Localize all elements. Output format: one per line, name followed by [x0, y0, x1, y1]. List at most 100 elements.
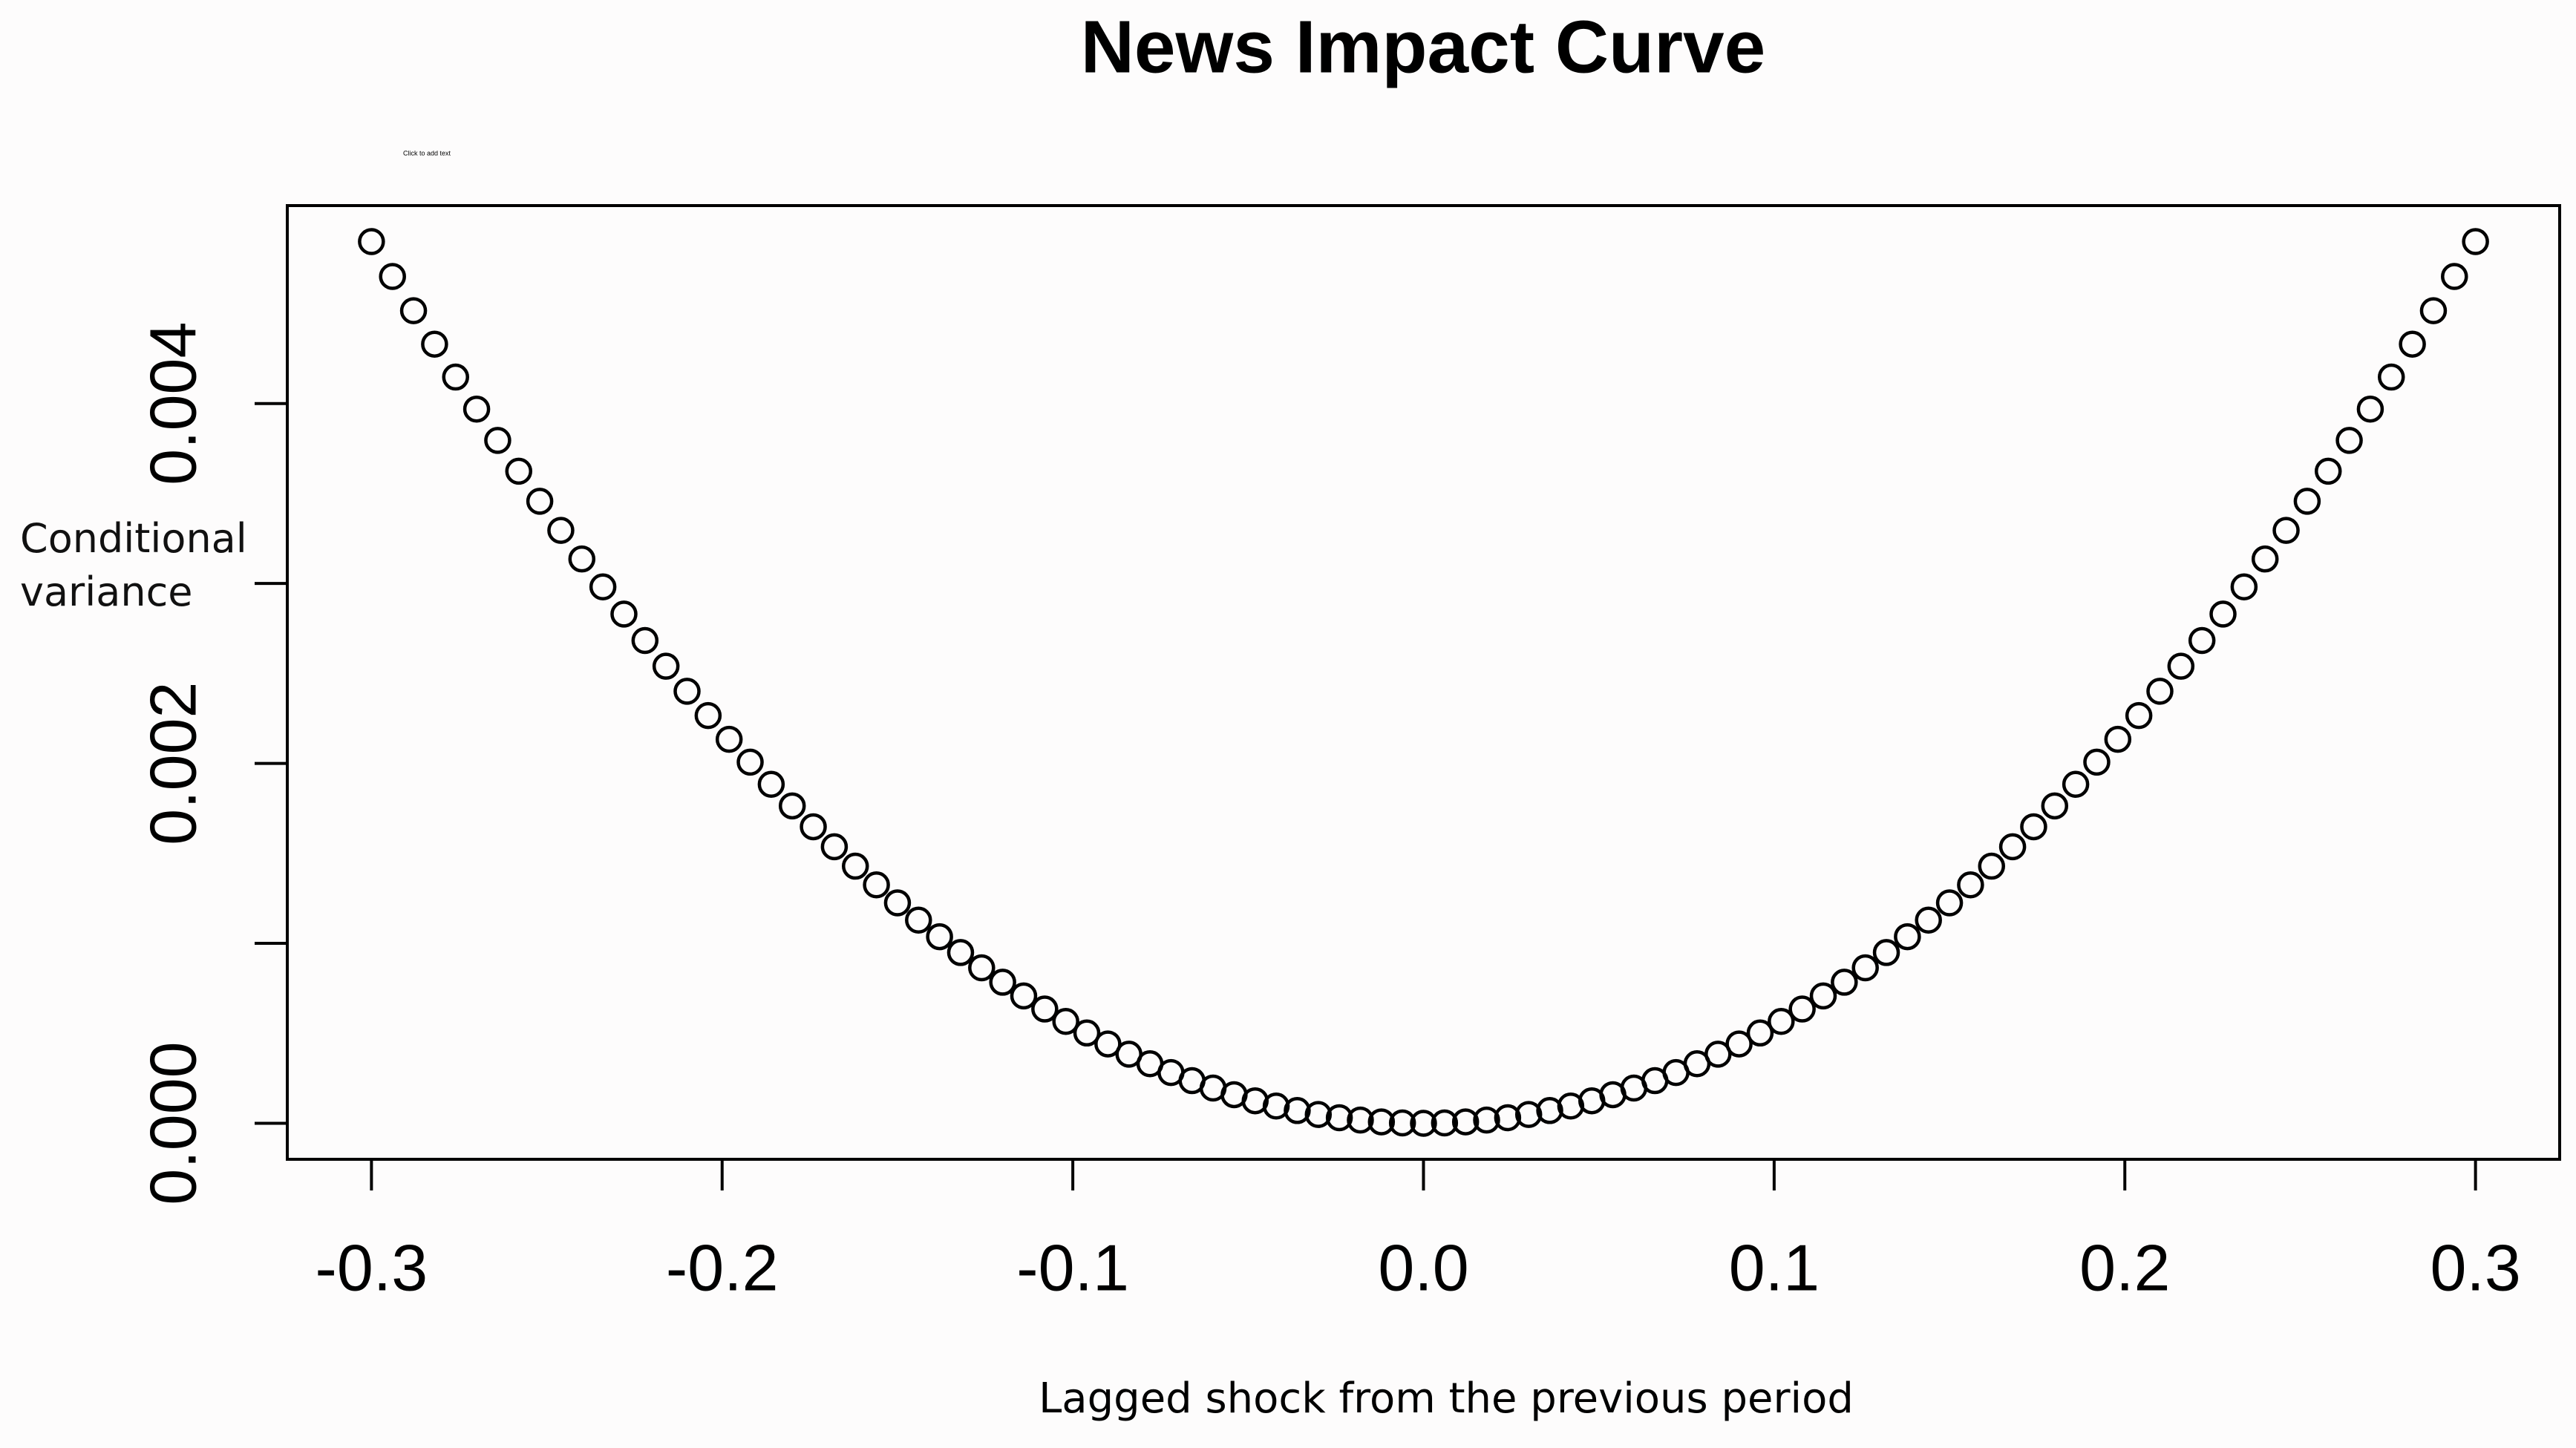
plot-frame	[286, 204, 2561, 1161]
x-tick-label: -0.1	[1016, 1231, 1129, 1304]
point	[800, 813, 827, 841]
point	[1367, 1108, 1396, 1136]
point	[1473, 1106, 1500, 1134]
point	[2251, 545, 2279, 573]
point	[2441, 263, 2468, 290]
point	[1325, 1104, 1353, 1132]
point	[399, 297, 428, 324]
point	[1872, 939, 1900, 966]
point	[1431, 1109, 1459, 1137]
point	[947, 939, 975, 966]
x-tick-label: 0.3	[2430, 1231, 2520, 1304]
point	[1894, 923, 1921, 951]
point	[1514, 1101, 1543, 1128]
y-tick-label: 0.004	[136, 322, 209, 485]
point	[694, 701, 722, 730]
x-tick-label: 0.0	[1378, 1231, 1468, 1304]
y-tick-label: 0.000	[136, 1041, 209, 1205]
point	[989, 969, 1016, 996]
point	[2020, 813, 2047, 841]
point	[673, 678, 701, 705]
point	[2272, 517, 2300, 544]
point	[421, 330, 448, 358]
point	[2125, 701, 2153, 730]
x-tick-label: -0.3	[316, 1231, 428, 1304]
point	[1410, 1110, 1437, 1137]
x-axis-label: Lagged shock from the previous period	[1039, 1375, 1854, 1423]
point	[2293, 488, 2321, 515]
point	[1494, 1104, 1522, 1132]
point	[2209, 600, 2237, 628]
point	[2335, 427, 2363, 454]
point	[863, 871, 890, 899]
x-tick-label: 0.2	[2079, 1231, 2170, 1304]
point	[1957, 871, 1984, 899]
point	[379, 263, 406, 290]
annotation: Click to add text	[403, 149, 451, 157]
point	[905, 906, 932, 934]
point	[1304, 1101, 1333, 1128]
point	[1031, 995, 1059, 1023]
point	[842, 852, 869, 880]
point	[1915, 906, 1942, 934]
point	[715, 725, 743, 753]
point	[736, 748, 764, 776]
y-axis-label: Conditional variance	[20, 515, 247, 615]
point	[2314, 457, 2342, 485]
point	[1788, 995, 1816, 1023]
point	[820, 833, 849, 861]
point	[2104, 725, 2132, 753]
point	[2419, 297, 2448, 324]
point	[1284, 1097, 1311, 1124]
point	[1978, 852, 2005, 880]
point	[631, 626, 659, 655]
point	[568, 545, 596, 573]
point	[2399, 330, 2426, 358]
point	[526, 488, 554, 515]
point	[968, 954, 996, 982]
point	[2230, 573, 2258, 601]
point	[1094, 1030, 1122, 1058]
point	[1073, 1019, 1101, 1047]
point	[462, 395, 491, 423]
point	[1052, 1008, 1079, 1035]
point	[547, 517, 575, 544]
chart-title: News Impact Curve	[1081, 5, 1766, 88]
point	[589, 573, 617, 601]
point	[1262, 1092, 1290, 1120]
point	[1851, 954, 1879, 982]
point	[1935, 889, 1964, 917]
point	[778, 792, 806, 820]
point	[1451, 1108, 1480, 1136]
x-tick-label: 0.1	[1729, 1231, 1820, 1304]
point	[1746, 1019, 1774, 1047]
point	[1536, 1097, 1563, 1124]
point	[484, 427, 511, 454]
point	[358, 228, 385, 255]
point	[652, 652, 680, 680]
point	[2378, 363, 2405, 391]
point	[2041, 792, 2069, 820]
point	[2167, 652, 2195, 680]
point	[610, 600, 638, 628]
point	[2083, 748, 2111, 776]
point	[2462, 228, 2489, 255]
point	[1704, 1041, 1732, 1068]
point	[1998, 833, 2027, 861]
point	[757, 770, 785, 798]
point	[2356, 395, 2384, 423]
point	[1809, 982, 1837, 1010]
point	[442, 363, 469, 391]
point	[1388, 1109, 1416, 1137]
point	[1831, 969, 1858, 996]
point	[926, 923, 953, 951]
point	[1010, 982, 1038, 1010]
point	[2188, 626, 2216, 655]
x-tick-label: -0.2	[666, 1231, 779, 1304]
point	[505, 457, 533, 485]
point	[883, 889, 912, 917]
point	[2146, 678, 2174, 705]
point	[1347, 1106, 1374, 1134]
